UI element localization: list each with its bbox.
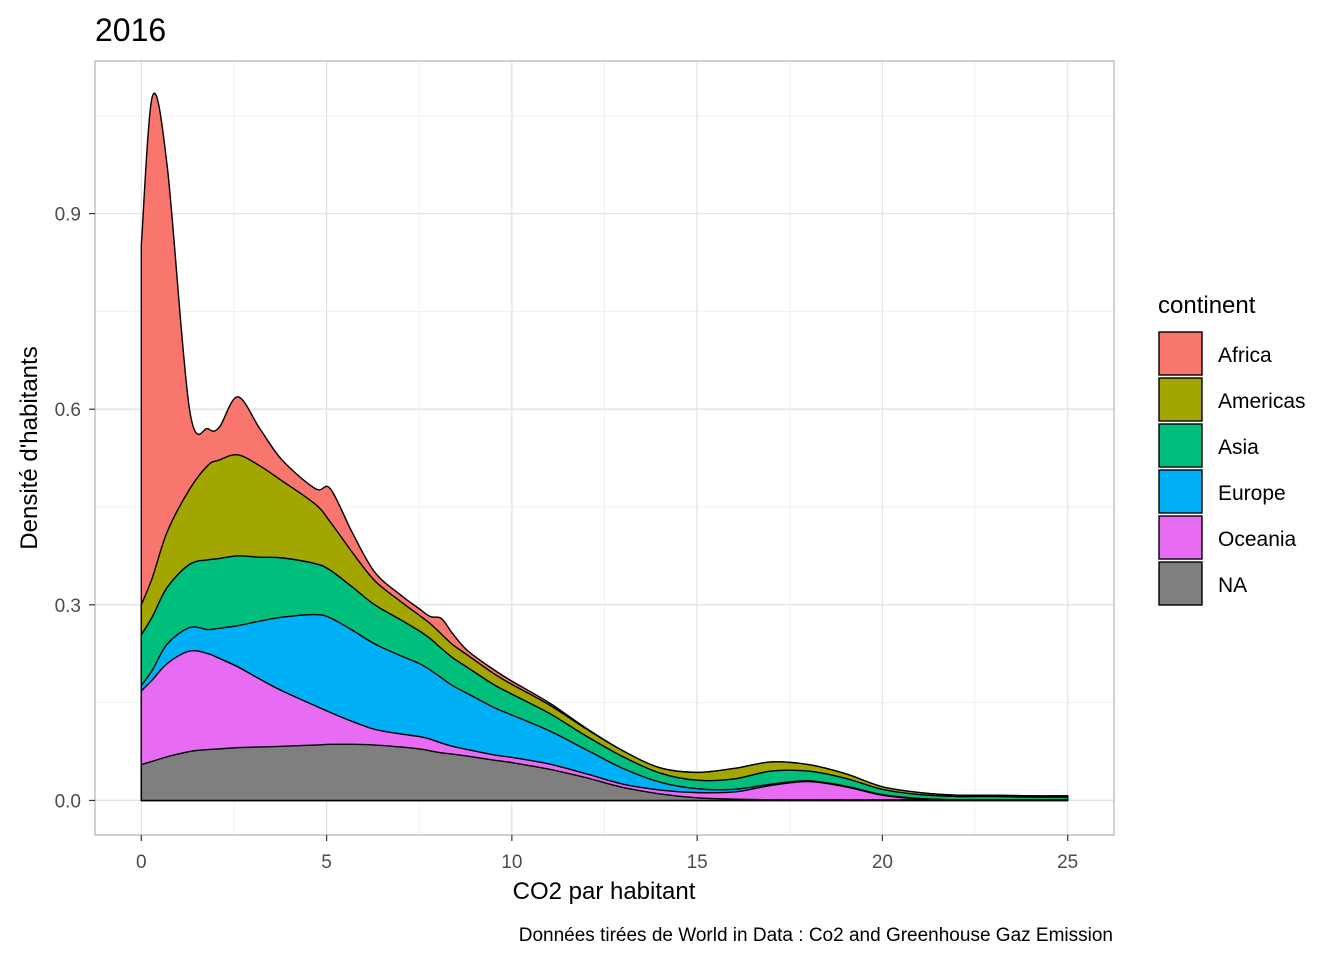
legend-key-oceania xyxy=(1158,515,1203,560)
legend-items: Africa Americas Asia Europe Oceania NA xyxy=(1158,331,1306,606)
legend-label: Africa xyxy=(1218,344,1272,367)
density-areas xyxy=(140,92,1069,802)
x-tick-label: 25 xyxy=(1057,852,1078,873)
legend: continent Africa Americas Asia Europe Oceani… xyxy=(1158,292,1306,606)
chart-title: 2016 xyxy=(95,12,166,48)
legend-label: Europe xyxy=(1218,482,1286,505)
y-tick-label: 0.9 xyxy=(55,205,81,226)
y-tick-label: 0.0 xyxy=(55,791,81,812)
panel-border xyxy=(94,60,1115,836)
legend-label: Americas xyxy=(1218,390,1306,413)
x-axis-label: CO2 par habitant xyxy=(513,878,696,905)
x-tick-label: 5 xyxy=(321,852,332,873)
x-tick-label: 15 xyxy=(687,852,708,873)
minor-grid xyxy=(95,61,1114,835)
x-tick-label: 10 xyxy=(501,852,522,873)
legend-key-africa xyxy=(1158,331,1203,376)
chart-caption: Données tirées de World in Data : Co2 an… xyxy=(519,925,1113,946)
legend-label: Oceania xyxy=(1218,528,1297,551)
y-tick-label: 0.3 xyxy=(55,596,81,617)
legend-key-americas xyxy=(1158,377,1203,422)
legend-label: NA xyxy=(1218,574,1247,597)
x-tick-label: 20 xyxy=(872,852,893,873)
legend-key-asia xyxy=(1158,423,1203,468)
y-axis-label: Densité d'habitants xyxy=(16,346,43,549)
y-tick-label: 0.6 xyxy=(55,400,81,421)
area-na xyxy=(140,743,1069,802)
plot-panel xyxy=(94,60,1115,836)
legend-key-europe xyxy=(1158,469,1203,514)
legend-key-na xyxy=(1158,561,1203,606)
y-axis-ticks: 0.0 0.3 0.6 0.9 xyxy=(55,205,95,812)
legend-title: continent xyxy=(1158,292,1256,319)
x-axis-ticks: 0 5 10 15 20 25 xyxy=(136,835,1078,873)
x-tick-label: 0 xyxy=(136,852,147,873)
legend-label: Asia xyxy=(1218,436,1259,459)
